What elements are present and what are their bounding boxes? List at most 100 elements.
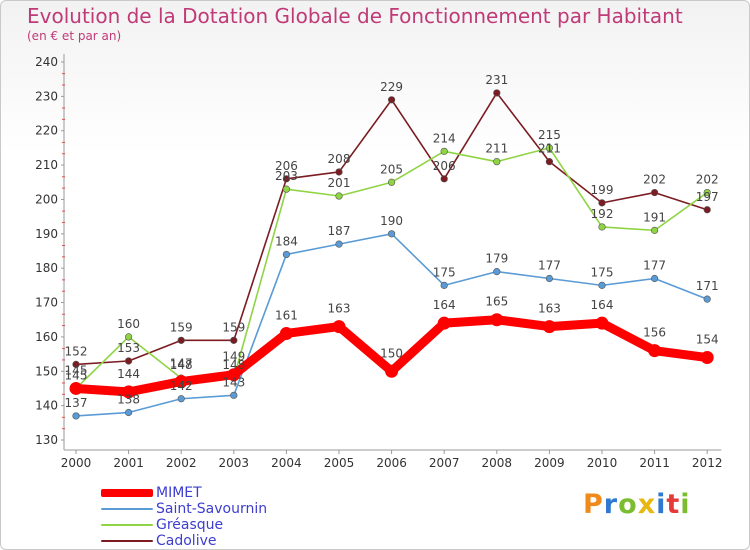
data-point xyxy=(493,158,501,166)
data-label: 161 xyxy=(275,308,298,322)
data-label: 138 xyxy=(117,393,140,407)
data-label: 148 xyxy=(170,358,193,372)
legend-label: Gréasque xyxy=(156,517,224,533)
data-label: 147 xyxy=(170,357,193,371)
data-label: 160 xyxy=(117,317,140,331)
x-tick-label: 2007 xyxy=(429,456,460,470)
y-tick-label: 160 xyxy=(35,330,58,344)
axes: 130 140 150 160 170 180 190 200 210 220 230 240 2000… xyxy=(35,54,722,470)
y-tick-label: 190 xyxy=(35,227,58,241)
data-point xyxy=(177,336,185,344)
data-point xyxy=(598,223,606,231)
data-label: 144 xyxy=(117,367,140,381)
y-tick-label: 240 xyxy=(35,55,58,69)
data-label: 171 xyxy=(696,279,719,293)
logo-letter: o xyxy=(618,489,638,520)
x-tick-label: 2005 xyxy=(324,456,355,470)
series-saint-savournin xyxy=(72,230,711,420)
data-point xyxy=(437,316,451,330)
data-label: 214 xyxy=(433,131,456,145)
data-point xyxy=(122,385,136,399)
data-point xyxy=(335,192,343,200)
legend-swatch xyxy=(101,508,153,510)
x-tick-label: 2008 xyxy=(482,456,513,470)
x-tick-label: 2002 xyxy=(166,456,197,470)
data-label: 205 xyxy=(380,162,403,176)
logo-letter: t xyxy=(666,489,681,520)
data-label: 150 xyxy=(380,346,403,360)
x-tick-label: 2001 xyxy=(113,456,144,470)
data-point xyxy=(650,226,659,234)
data-point xyxy=(335,240,343,248)
data-label: 202 xyxy=(643,173,666,187)
logo-letter: i xyxy=(656,489,667,520)
data-point xyxy=(440,175,448,183)
data-point xyxy=(703,206,711,214)
data-label: 143 xyxy=(222,375,245,389)
data-label: 164 xyxy=(433,298,456,312)
data-label: 163 xyxy=(538,302,561,316)
data-label: 197 xyxy=(696,190,719,204)
y-tick-label: 210 xyxy=(35,158,58,172)
data-label: 203 xyxy=(275,169,298,183)
logo-letter: x xyxy=(637,489,657,520)
x-tick-label: 2004 xyxy=(271,456,302,470)
data-label: 159 xyxy=(170,320,193,334)
data-point xyxy=(700,351,714,365)
data-point xyxy=(124,357,133,365)
x-tick-label: 2010 xyxy=(587,456,618,470)
data-point xyxy=(545,144,554,152)
x-tick-label: 2003 xyxy=(219,456,250,470)
data-label: 229 xyxy=(380,80,403,94)
data-label: 192 xyxy=(591,207,614,221)
chart-subtitle: (en € et par an) xyxy=(27,29,122,43)
data-point xyxy=(124,408,133,417)
data-label-layer: 152 153 159 159 206 208 229 206 231 211 199 202 197 1… xyxy=(65,73,719,410)
series-cadolive xyxy=(72,89,711,369)
data-label: 211 xyxy=(485,142,508,156)
data-point xyxy=(703,295,711,303)
data-point xyxy=(124,333,133,341)
data-point xyxy=(282,175,291,183)
y-tick-label: 220 xyxy=(35,124,58,138)
data-label: 211 xyxy=(538,142,561,156)
y-tick-label: 130 xyxy=(35,433,58,447)
chart-title: Evolution de la Dotation Globale de Fonc… xyxy=(27,4,683,28)
series-mimet xyxy=(69,313,714,399)
data-point xyxy=(388,96,396,104)
data-label: 177 xyxy=(643,258,666,272)
data-label: 184 xyxy=(275,234,298,248)
data-label: 199 xyxy=(591,183,614,197)
data-label: 208 xyxy=(328,152,351,166)
data-point xyxy=(385,364,399,378)
x-tick-label: 2011 xyxy=(639,456,670,470)
data-label: 187 xyxy=(328,224,351,238)
data-point xyxy=(230,391,238,399)
data-point xyxy=(545,274,554,283)
data-point xyxy=(388,178,396,186)
data-label: 201 xyxy=(328,176,351,190)
data-label: 145 xyxy=(65,368,88,382)
data-point xyxy=(490,313,504,327)
data-label: 142 xyxy=(170,379,193,393)
data-label: 154 xyxy=(696,333,719,347)
data-point xyxy=(598,199,606,207)
data-point xyxy=(440,281,448,289)
data-point xyxy=(493,268,501,276)
data-point xyxy=(542,320,556,334)
data-label: 175 xyxy=(591,265,614,279)
y-tick-label: 150 xyxy=(35,364,58,378)
x-tick-label: 2012 xyxy=(692,456,723,470)
data-point xyxy=(545,158,554,166)
data-label: 156 xyxy=(643,326,666,340)
data-point xyxy=(703,188,711,197)
data-point xyxy=(279,326,293,340)
data-point xyxy=(648,344,662,358)
data-point xyxy=(595,316,609,330)
data-point xyxy=(493,89,501,97)
data-label: 153 xyxy=(117,341,140,355)
data-point xyxy=(72,360,80,369)
legend-label: Saint-Savournin xyxy=(156,501,268,517)
y-tick-label: 200 xyxy=(35,192,58,206)
